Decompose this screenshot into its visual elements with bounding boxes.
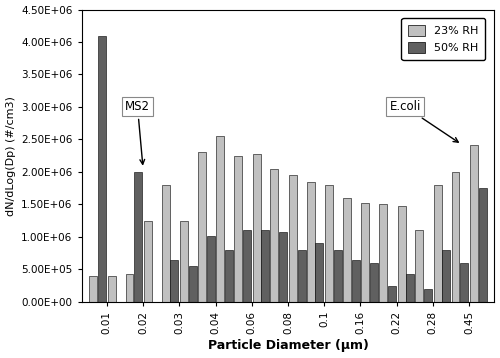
Bar: [406, 275, 414, 302]
Bar: [126, 275, 134, 302]
Bar: [416, 230, 424, 302]
Bar: [144, 221, 152, 302]
Bar: [434, 185, 442, 302]
Legend: 23% RH, 50% RH: 23% RH, 50% RH: [402, 18, 485, 60]
Bar: [134, 172, 142, 302]
Bar: [90, 276, 98, 302]
Bar: [370, 263, 378, 302]
Bar: [234, 156, 242, 302]
Bar: [306, 182, 314, 302]
Bar: [198, 153, 206, 302]
Bar: [270, 169, 278, 302]
Bar: [170, 260, 178, 302]
Bar: [252, 154, 260, 302]
Bar: [452, 172, 460, 302]
Bar: [206, 236, 214, 302]
Bar: [243, 230, 251, 302]
Bar: [343, 198, 351, 302]
Bar: [279, 232, 287, 302]
Bar: [442, 250, 450, 302]
Bar: [379, 204, 387, 302]
Bar: [262, 230, 270, 302]
Text: MS2: MS2: [125, 100, 150, 164]
Bar: [352, 260, 360, 302]
Bar: [289, 175, 297, 302]
Bar: [334, 250, 342, 302]
Bar: [189, 266, 197, 302]
Bar: [316, 243, 324, 302]
Bar: [225, 250, 233, 302]
Bar: [162, 185, 170, 302]
Bar: [398, 205, 406, 302]
Bar: [388, 285, 396, 302]
X-axis label: Particle Diameter (μm): Particle Diameter (μm): [208, 339, 368, 352]
Bar: [470, 145, 478, 302]
Bar: [98, 35, 106, 302]
Bar: [298, 250, 306, 302]
Bar: [108, 276, 116, 302]
Bar: [478, 188, 486, 302]
Bar: [216, 136, 224, 302]
Bar: [362, 203, 370, 302]
Bar: [460, 263, 468, 302]
Bar: [325, 185, 333, 302]
Bar: [180, 221, 188, 302]
Text: E.coli: E.coli: [390, 100, 458, 142]
Bar: [424, 289, 432, 302]
Y-axis label: dN/dLog(Dp) (#/cm3): dN/dLog(Dp) (#/cm3): [6, 96, 16, 216]
